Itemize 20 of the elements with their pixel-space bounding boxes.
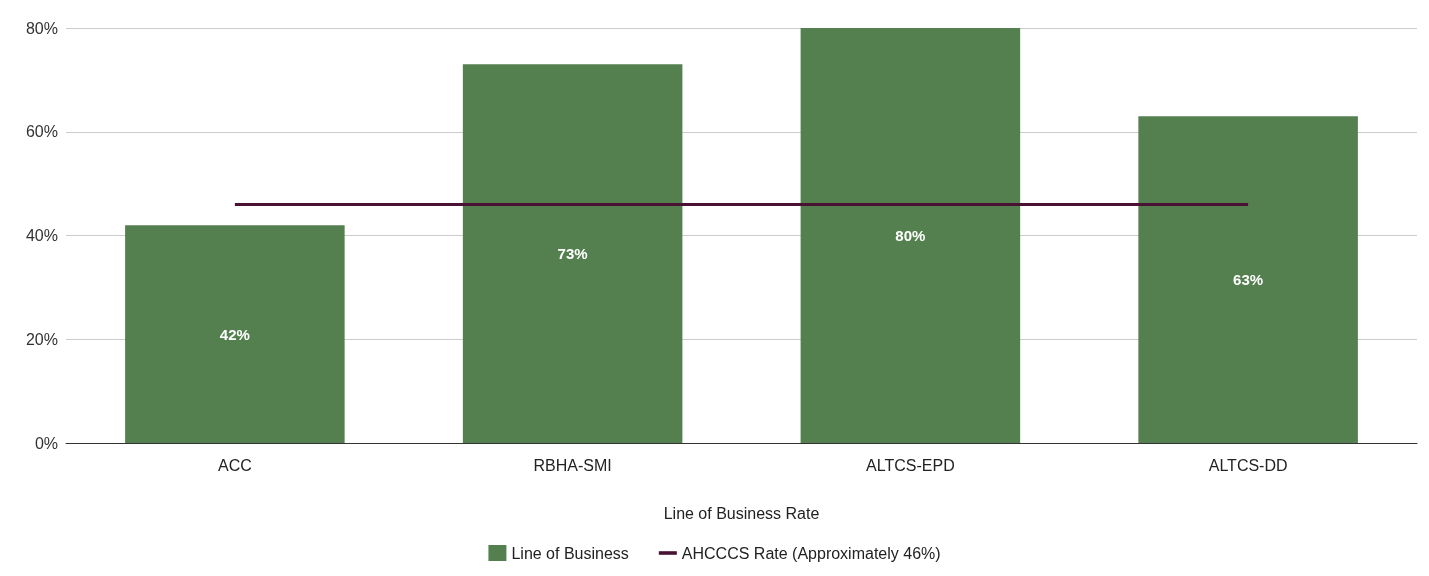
y-tick-label: 20% bbox=[25, 330, 58, 348]
data-label: 63% bbox=[1233, 271, 1264, 289]
y-tick-label: 60% bbox=[25, 123, 58, 141]
data-label: 80% bbox=[895, 227, 926, 244]
legend-label: Line of Business bbox=[511, 544, 629, 562]
x-axis-title: Line of Business Rate bbox=[663, 504, 820, 522]
y-tick-label: 0% bbox=[34, 434, 58, 452]
y-tick-label: 80% bbox=[25, 19, 58, 37]
data-label: 42% bbox=[219, 325, 250, 343]
x-tick-label: ALTCS-DD bbox=[1208, 456, 1288, 474]
bar bbox=[125, 225, 345, 443]
x-tick-label: ACC bbox=[217, 456, 252, 474]
legend-label: AHCCCS Rate (Approximately 46%) bbox=[681, 544, 941, 562]
x-tick-label: RBHA-SMI bbox=[533, 456, 612, 474]
bar bbox=[462, 64, 683, 443]
x-tick-label: ALTCS-EPD bbox=[866, 456, 955, 474]
data-label: 73% bbox=[557, 245, 588, 263]
y-tick-label: 40% bbox=[25, 227, 58, 244]
bar bbox=[800, 28, 1021, 443]
bar bbox=[1138, 116, 1358, 443]
